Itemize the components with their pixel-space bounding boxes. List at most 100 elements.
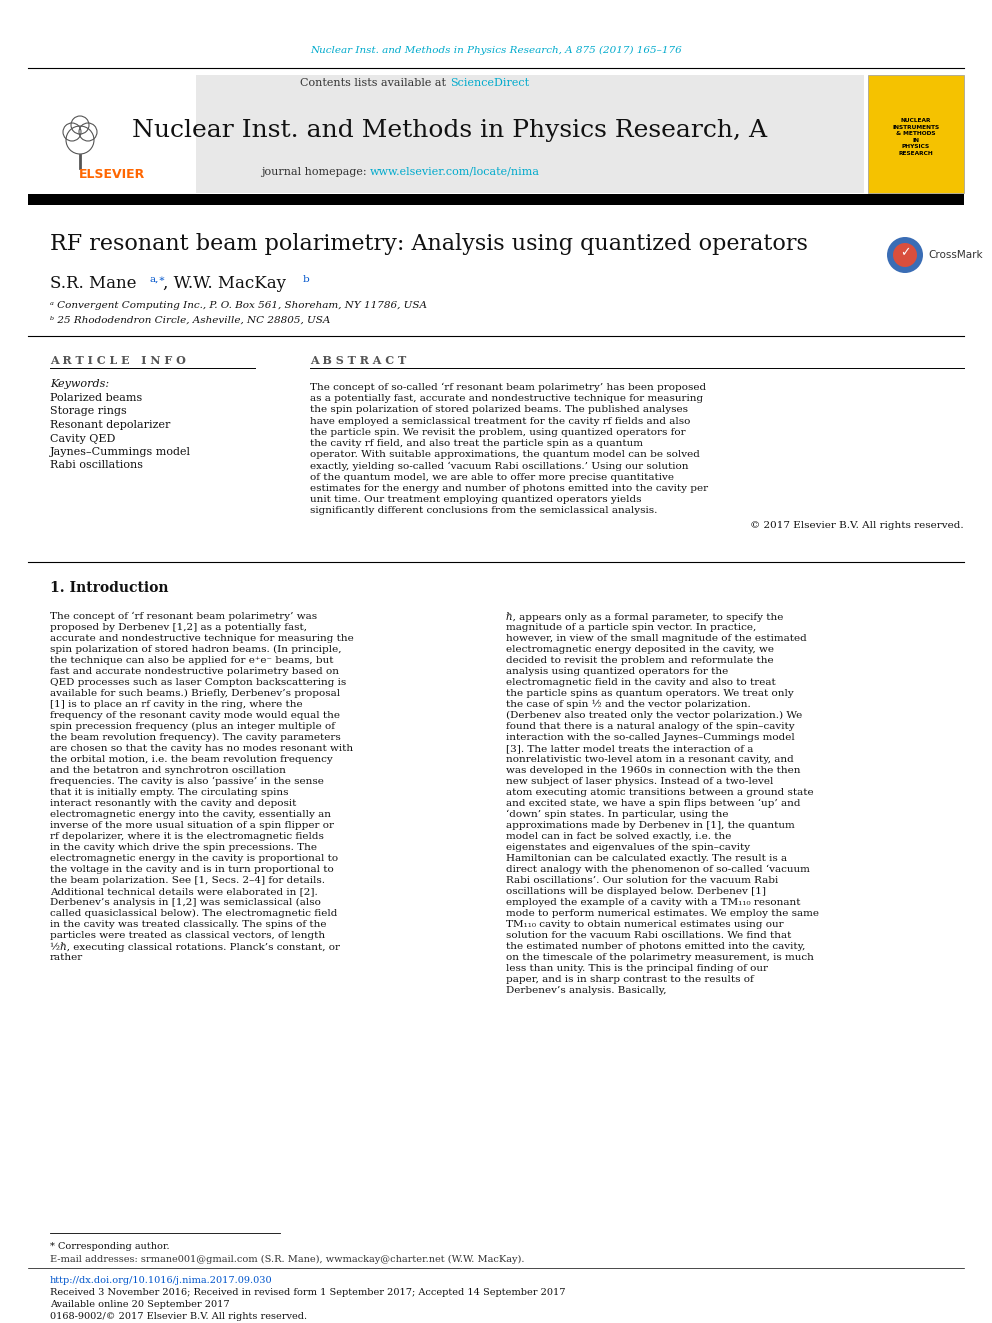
Text: journal homepage:: journal homepage: — [261, 167, 370, 177]
Text: the technique can also be applied for e⁺e⁻ beams, but: the technique can also be applied for e⁺… — [50, 656, 333, 665]
Text: unit time. Our treatment employing quantized operators yields: unit time. Our treatment employing quant… — [310, 495, 642, 504]
Text: rf depolarizer, where it is the electromagnetic fields: rf depolarizer, where it is the electrom… — [50, 832, 323, 841]
Text: ᵇ 25 Rhododendron Circle, Asheville, NC 28805, USA: ᵇ 25 Rhododendron Circle, Asheville, NC … — [50, 315, 330, 324]
Text: Jaynes–Cummings model: Jaynes–Cummings model — [50, 447, 191, 456]
Text: A R T I C L E   I N F O: A R T I C L E I N F O — [50, 355, 186, 365]
Text: , W.W. MacKay: , W.W. MacKay — [163, 274, 286, 291]
Bar — [28, 75, 196, 193]
Text: employed the example of a cavity with a TM₁₁₀ resonant: employed the example of a cavity with a … — [506, 898, 801, 908]
Text: * Corresponding author.: * Corresponding author. — [50, 1242, 170, 1252]
Text: http://dx.doi.org/10.1016/j.nima.2017.09.030: http://dx.doi.org/10.1016/j.nima.2017.09… — [50, 1275, 273, 1285]
Text: eigenstates and eigenvalues of the spin–cavity: eigenstates and eigenvalues of the spin–… — [506, 843, 750, 852]
Text: however, in view of the small magnitude of the estimated: however, in view of the small magnitude … — [506, 634, 806, 643]
Text: the spin polarization of stored polarized beams. The published analyses: the spin polarization of stored polarize… — [310, 405, 688, 414]
Text: [1] is to place an rf cavity in the ring, where the: [1] is to place an rf cavity in the ring… — [50, 700, 303, 709]
Text: a,∗: a,∗ — [149, 274, 166, 283]
Text: The concept of ‘rf resonant beam polarimetry’ was: The concept of ‘rf resonant beam polarim… — [50, 613, 317, 622]
Text: available for such beams.) Briefly, Derbenev’s proposal: available for such beams.) Briefly, Derb… — [50, 689, 340, 699]
Text: Resonant depolarizer: Resonant depolarizer — [50, 419, 171, 430]
Text: S.R. Mane: S.R. Mane — [50, 274, 142, 291]
Text: have employed a semiclassical treatment for the cavity rf fields and also: have employed a semiclassical treatment … — [310, 417, 690, 426]
Text: Derbenev’s analysis. Basically,: Derbenev’s analysis. Basically, — [506, 986, 667, 995]
Text: and the betatron and synchrotron oscillation: and the betatron and synchrotron oscilla… — [50, 766, 286, 775]
Text: model can in fact be solved exactly, i.e. the: model can in fact be solved exactly, i.e… — [506, 832, 731, 841]
Text: ‘down’ spin states. In particular, using the: ‘down’ spin states. In particular, using… — [506, 810, 728, 819]
Text: solution for the vacuum Rabi oscillations. We find that: solution for the vacuum Rabi oscillation… — [506, 931, 792, 941]
Text: [3]. The latter model treats the interaction of a: [3]. The latter model treats the interac… — [506, 744, 753, 753]
Text: Available online 20 September 2017: Available online 20 September 2017 — [50, 1301, 229, 1308]
Text: Hamiltonian can be calculated exactly. The result is a: Hamiltonian can be calculated exactly. T… — [506, 855, 787, 863]
Text: frequencies. The cavity is also ‘passive’ in the sense: frequencies. The cavity is also ‘passive… — [50, 777, 323, 786]
Text: (Derbenev also treated only the vector polarization.) We: (Derbenev also treated only the vector p… — [506, 710, 803, 720]
Text: TM₁₁₀ cavity to obtain numerical estimates using our: TM₁₁₀ cavity to obtain numerical estimat… — [506, 919, 784, 929]
Text: Derbenev’s analysis in [1,2] was semiclassical (also: Derbenev’s analysis in [1,2] was semicla… — [50, 898, 320, 908]
Text: Nuclear Inst. and Methods in Physics Research, A 875 (2017) 165–176: Nuclear Inst. and Methods in Physics Res… — [310, 45, 682, 54]
Bar — [28, 194, 964, 205]
Text: rather: rather — [50, 953, 83, 962]
Text: electromagnetic energy into the cavity, essentially an: electromagnetic energy into the cavity, … — [50, 810, 331, 819]
Text: spin precession frequency (plus an integer multiple of: spin precession frequency (plus an integ… — [50, 722, 335, 732]
Text: Storage rings: Storage rings — [50, 406, 127, 417]
Text: of the quantum model, we are able to offer more precise quantitative: of the quantum model, we are able to off… — [310, 472, 674, 482]
Text: particles were treated as classical vectors, of length: particles were treated as classical vect… — [50, 931, 325, 941]
Text: that it is initially empty. The circulating spins: that it is initially empty. The circulat… — [50, 789, 289, 796]
Text: approximations made by Derbenev in [1], the quantum: approximations made by Derbenev in [1], … — [506, 822, 795, 830]
Text: oscillations will be displayed below. Derbenev [1]: oscillations will be displayed below. De… — [506, 886, 766, 896]
Text: magnitude of a particle spin vector. In practice,: magnitude of a particle spin vector. In … — [506, 623, 756, 632]
Text: called quasiclassical below). The electromagnetic field: called quasiclassical below). The electr… — [50, 909, 337, 918]
Text: QED processes such as laser Compton backscattering is: QED processes such as laser Compton back… — [50, 677, 346, 687]
Bar — [28, 75, 864, 193]
Text: www.elsevier.com/locate/nima: www.elsevier.com/locate/nima — [370, 167, 540, 177]
Text: ScienceDirect: ScienceDirect — [450, 78, 529, 89]
Text: the estimated number of photons emitted into the cavity,: the estimated number of photons emitted … — [506, 942, 806, 951]
Text: spin polarization of stored hadron beams. (In principle,: spin polarization of stored hadron beams… — [50, 646, 341, 654]
Bar — [868, 75, 964, 193]
Text: the cavity rf field, and also treat the particle spin as a quantum: the cavity rf field, and also treat the … — [310, 439, 643, 448]
Text: accurate and nondestructive technique for measuring the: accurate and nondestructive technique fo… — [50, 634, 354, 643]
Text: analysis using quantized operators for the: analysis using quantized operators for t… — [506, 667, 728, 676]
Text: Polarized beams: Polarized beams — [50, 393, 142, 404]
Text: decided to revisit the problem and reformulate the: decided to revisit the problem and refor… — [506, 656, 774, 665]
Text: interaction with the so-called Jaynes–Cummings model: interaction with the so-called Jaynes–Cu… — [506, 733, 795, 742]
Text: frequency of the resonant cavity mode would equal the: frequency of the resonant cavity mode wo… — [50, 710, 340, 720]
Text: CrossMark: CrossMark — [928, 250, 983, 261]
Text: and excited state, we have a spin flips between ‘up’ and: and excited state, we have a spin flips … — [506, 799, 801, 808]
Text: A B S T R A C T: A B S T R A C T — [310, 355, 407, 365]
Text: ᵃ Convergent Computing Inc., P. O. Box 561, Shoreham, NY 11786, USA: ᵃ Convergent Computing Inc., P. O. Box 5… — [50, 300, 427, 310]
Text: new subject of laser physics. Instead of a two-level: new subject of laser physics. Instead of… — [506, 777, 774, 786]
Text: Keywords:: Keywords: — [50, 378, 109, 389]
Text: Nuclear Inst. and Methods in Physics Research, A: Nuclear Inst. and Methods in Physics Res… — [133, 119, 768, 142]
Text: Contents lists available at: Contents lists available at — [301, 78, 450, 89]
Text: The concept of so-called ‘rf resonant beam polarimetry’ has been proposed: The concept of so-called ‘rf resonant be… — [310, 382, 706, 393]
Text: ELSEVIER: ELSEVIER — [79, 168, 145, 181]
Circle shape — [887, 237, 923, 273]
Text: the beam revolution frequency). The cavity parameters: the beam revolution frequency). The cavi… — [50, 733, 340, 742]
Text: exactly, yielding so-called ‘vacuum Rabi oscillations.’ Using our solution: exactly, yielding so-called ‘vacuum Rabi… — [310, 462, 688, 471]
Text: was developed in the 1960s in connection with the then: was developed in the 1960s in connection… — [506, 766, 801, 775]
Text: 0168-9002/© 2017 Elsevier B.V. All rights reserved.: 0168-9002/© 2017 Elsevier B.V. All right… — [50, 1312, 308, 1320]
Text: Received 3 November 2016; Received in revised form 1 September 2017; Accepted 14: Received 3 November 2016; Received in re… — [50, 1289, 565, 1297]
Text: are chosen so that the cavity has no modes resonant with: are chosen so that the cavity has no mod… — [50, 744, 353, 753]
Text: paper, and is in sharp contrast to the results of: paper, and is in sharp contrast to the r… — [506, 975, 754, 984]
Text: Rabi oscillations’. Our solution for the vacuum Rabi: Rabi oscillations’. Our solution for the… — [506, 876, 779, 885]
Text: E-mail addresses: srmane001@gmail.com (S.R. Mane), wwmackay@charter.net (W.W. Ma: E-mail addresses: srmane001@gmail.com (S… — [50, 1256, 525, 1263]
Text: the case of spin ½ and the vector polarization.: the case of spin ½ and the vector polari… — [506, 700, 751, 709]
Text: direct analogy with the phenomenon of so-called ‘vacuum: direct analogy with the phenomenon of so… — [506, 865, 809, 875]
Text: the particle spins as quantum operators. We treat only: the particle spins as quantum operators.… — [506, 689, 794, 699]
Text: nonrelativistic two-level atom in a resonant cavity, and: nonrelativistic two-level atom in a reso… — [506, 755, 794, 763]
Text: Cavity QED: Cavity QED — [50, 434, 115, 443]
Text: inverse of the more usual situation of a spin flipper or: inverse of the more usual situation of a… — [50, 822, 334, 830]
Text: significantly different conclusions from the semiclassical analysis.: significantly different conclusions from… — [310, 507, 658, 515]
Text: the voltage in the cavity and is in turn proportional to: the voltage in the cavity and is in turn… — [50, 865, 333, 875]
Text: electromagnetic energy in the cavity is proportional to: electromagnetic energy in the cavity is … — [50, 855, 338, 863]
Text: estimates for the energy and number of photons emitted into the cavity per: estimates for the energy and number of p… — [310, 484, 708, 492]
Text: 1. Introduction: 1. Introduction — [50, 581, 169, 595]
Text: less than unity. This is the principal finding of our: less than unity. This is the principal f… — [506, 964, 768, 972]
Text: RF resonant beam polarimetry: Analysis using quantized operators: RF resonant beam polarimetry: Analysis u… — [50, 233, 807, 255]
Text: atom executing atomic transitions between a ground state: atom executing atomic transitions betwee… — [506, 789, 813, 796]
Text: electromagnetic energy deposited in the cavity, we: electromagnetic energy deposited in the … — [506, 646, 774, 654]
Circle shape — [893, 243, 917, 267]
Text: proposed by Derbenev [1,2] as a potentially fast,: proposed by Derbenev [1,2] as a potentia… — [50, 623, 307, 632]
Text: operator. With suitable approximations, the quantum model can be solved: operator. With suitable approximations, … — [310, 450, 700, 459]
Text: found that there is a natural analogy of the spin–cavity: found that there is a natural analogy of… — [506, 722, 795, 732]
